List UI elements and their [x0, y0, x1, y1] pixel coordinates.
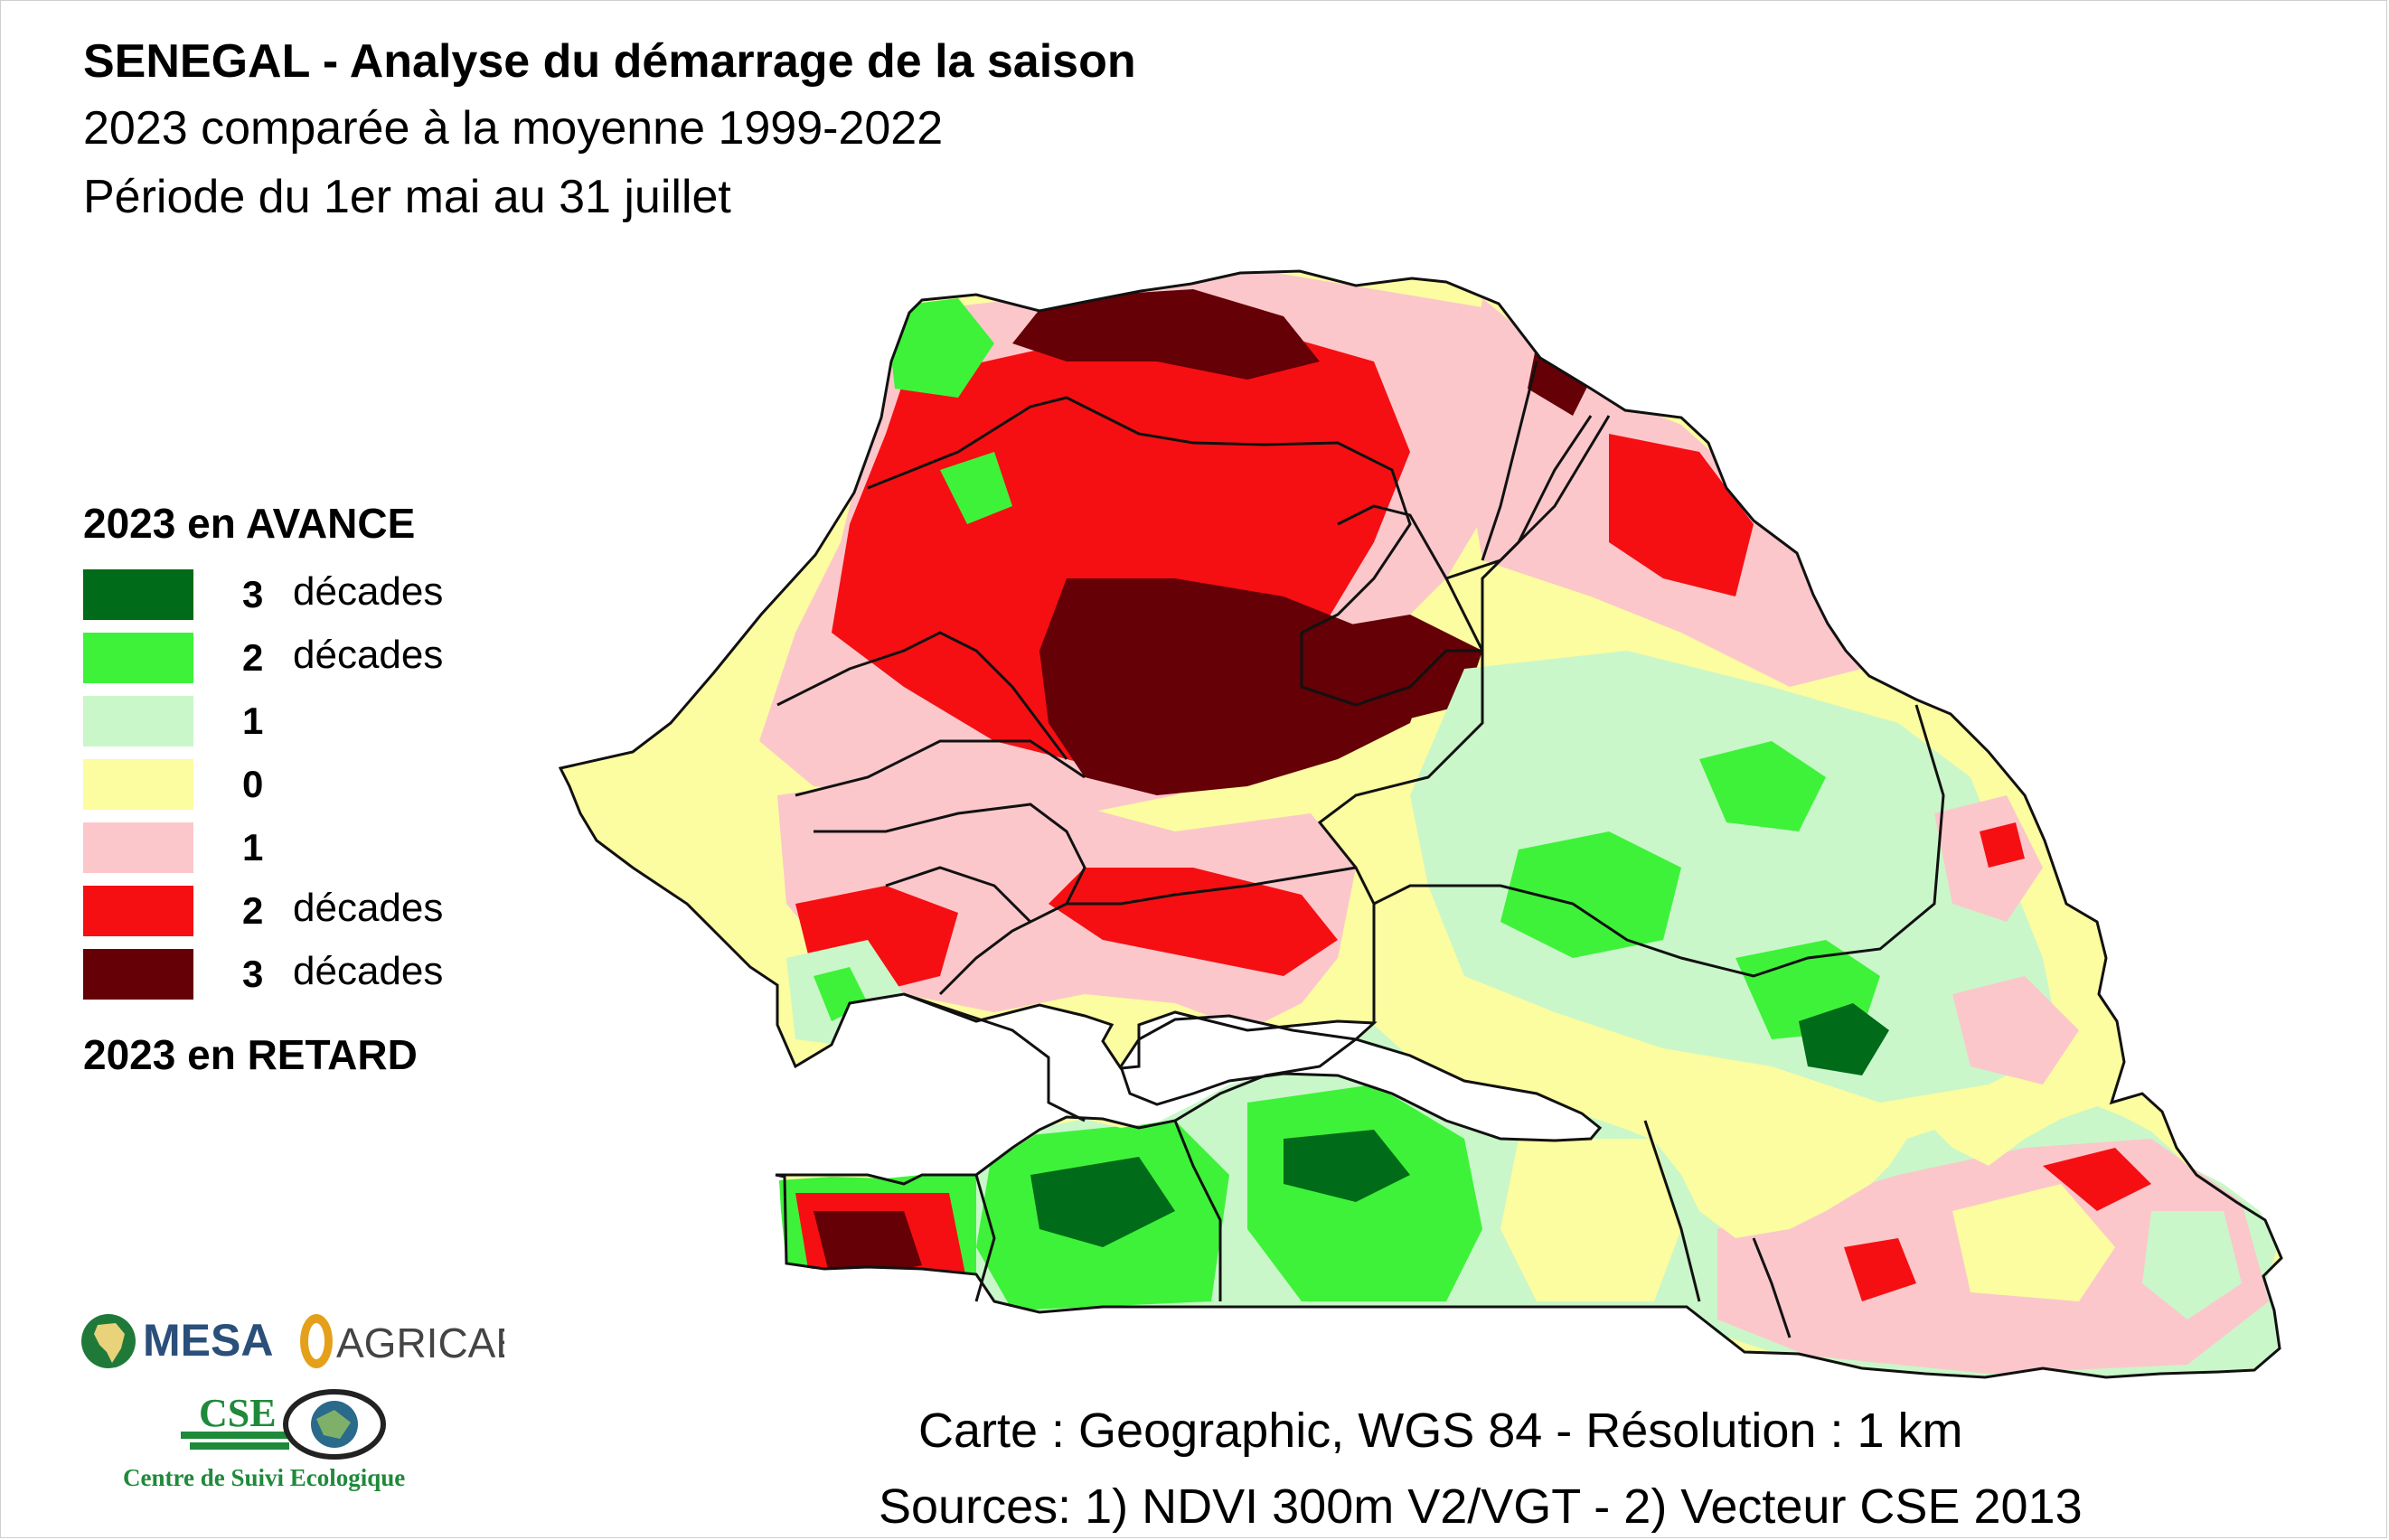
legend-number: 3 — [242, 953, 264, 995]
gambia-gap — [1119, 1014, 1603, 1142]
legend-item-advance-3: 3 décades — [83, 569, 553, 620]
legend-number: 2 — [242, 889, 264, 932]
legend-word: décades — [293, 633, 444, 677]
legend-item-advance-1: 1 — [83, 696, 553, 747]
legend-swatch — [83, 696, 193, 747]
legend-advance-label: 2023 en AVANCE — [83, 500, 416, 547]
legend-word: décades — [293, 886, 444, 930]
legend-swatch — [83, 886, 193, 936]
legend-word: décades — [293, 569, 444, 614]
legend-swatch — [83, 822, 193, 873]
legend-number: 1 — [242, 826, 264, 869]
mesa-logo: MESA — [81, 1314, 273, 1368]
legend-item-zero: 0 — [83, 759, 553, 810]
mesa-logo-text: MESA — [143, 1315, 273, 1366]
cse-logo: CSE — [181, 1389, 386, 1460]
legend-swatch — [83, 949, 193, 1000]
map-sources-note: Sources: 1) NDVI 300m V2/VGT - 2) Vecteu… — [879, 1479, 2083, 1534]
legend-swatch — [83, 759, 193, 810]
cse-full-name: Centre de Suivi Ecologique — [123, 1464, 406, 1491]
legend-number: 3 — [242, 573, 264, 615]
map-subtitle-dates: Période du 1er mai au 31 juillet — [83, 171, 731, 223]
legend-delay-label: 2023 en RETARD — [83, 1031, 418, 1078]
legend-swatch — [83, 633, 193, 683]
cse-logo-text: CSE — [199, 1391, 277, 1435]
legend-swatch — [83, 569, 193, 620]
map-subtitle-period-compare: 2023 comparée à la moyenne 1999-2022 — [83, 102, 944, 155]
map-title: SENEGAL - Analyse du démarrage de la sai… — [83, 35, 1136, 88]
legend-item-delay-1: 1 — [83, 822, 553, 873]
agricab-logo: AGRICAB — [300, 1314, 504, 1368]
map-projection-note: Carte : Geographic, WGS 84 - Résolution … — [918, 1404, 1963, 1458]
legend-item-delay-2: 2 décades — [83, 886, 553, 936]
legend-item-delay-3: 3 décades — [83, 949, 553, 1000]
legend-number: 2 — [242, 636, 264, 679]
legend-word: décades — [293, 949, 444, 993]
legend-number: 0 — [242, 763, 264, 805]
agricab-logo-text: AGRICAB — [336, 1319, 504, 1366]
legend-number: 1 — [242, 700, 264, 742]
legend-item-advance-2: 2 décades — [83, 633, 553, 683]
region-boundaries — [776, 361, 1945, 1338]
